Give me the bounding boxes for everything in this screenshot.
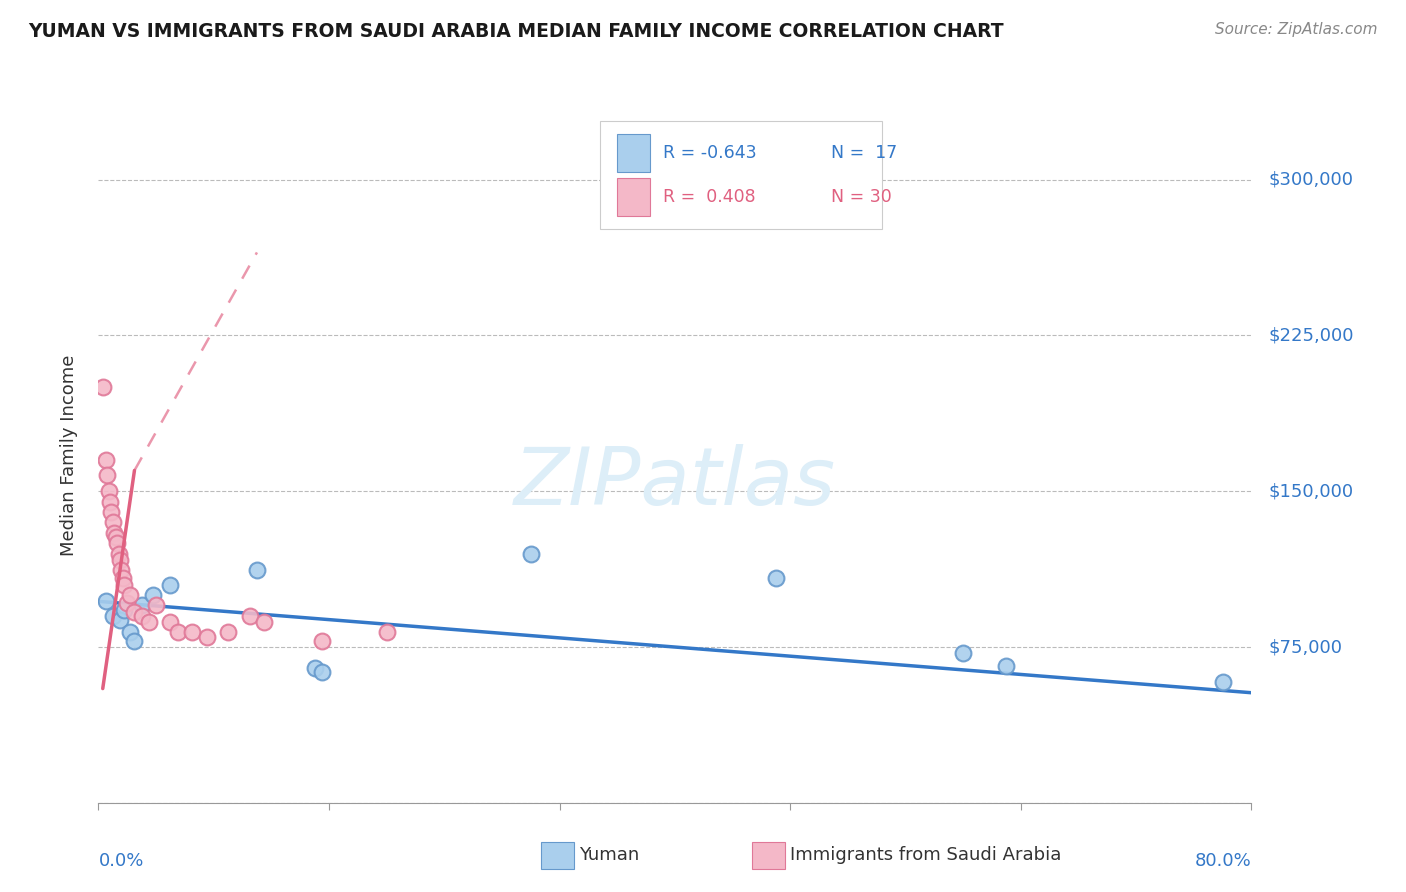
- Point: [142, 588, 165, 602]
- Point: [195, 630, 218, 644]
- Point: [765, 572, 787, 586]
- Text: N =  17: N = 17: [831, 144, 897, 161]
- Point: [311, 665, 333, 679]
- Point: [311, 633, 333, 648]
- Point: [131, 599, 153, 613]
- Point: [111, 572, 134, 586]
- Text: YUMAN VS IMMIGRANTS FROM SAUDI ARABIA MEDIAN FAMILY INCOME CORRELATION CHART: YUMAN VS IMMIGRANTS FROM SAUDI ARABIA ME…: [28, 22, 1004, 41]
- Point: [108, 553, 131, 567]
- Text: $75,000: $75,000: [1268, 638, 1343, 656]
- Text: ZIPatlas: ZIPatlas: [513, 443, 837, 522]
- Text: $150,000: $150,000: [1268, 483, 1354, 500]
- Point: [94, 453, 117, 467]
- Text: 80.0%: 80.0%: [1195, 852, 1251, 870]
- Point: [98, 494, 121, 508]
- Text: Source: ZipAtlas.com: Source: ZipAtlas.com: [1215, 22, 1378, 37]
- Point: [124, 633, 146, 648]
- Point: [181, 625, 204, 640]
- Point: [304, 661, 326, 675]
- Point: [120, 588, 142, 602]
- Bar: [617, 178, 650, 216]
- Point: [112, 578, 135, 592]
- Text: R = -0.643: R = -0.643: [664, 144, 756, 161]
- Point: [91, 380, 114, 394]
- Point: [131, 608, 153, 623]
- Point: [145, 599, 167, 613]
- Y-axis label: Median Family Income: Median Family Income: [59, 354, 77, 556]
- Text: N = 30: N = 30: [831, 188, 891, 206]
- Point: [108, 613, 131, 627]
- Point: [100, 505, 122, 519]
- Point: [101, 516, 124, 530]
- Point: [94, 594, 117, 608]
- Text: $300,000: $300,000: [1268, 170, 1354, 189]
- Point: [104, 530, 127, 544]
- Point: [110, 563, 132, 577]
- Point: [253, 615, 276, 629]
- Text: Immigrants from Saudi Arabia: Immigrants from Saudi Arabia: [790, 847, 1062, 864]
- Point: [166, 625, 188, 640]
- Point: [107, 547, 129, 561]
- Point: [1212, 675, 1234, 690]
- Text: R =  0.408: R = 0.408: [664, 188, 756, 206]
- Point: [159, 578, 181, 592]
- Point: [112, 602, 135, 616]
- Point: [995, 658, 1018, 673]
- Point: [952, 646, 974, 660]
- Point: [520, 547, 543, 561]
- Point: [105, 536, 128, 550]
- FancyBboxPatch shape: [600, 121, 883, 229]
- Point: [138, 615, 160, 629]
- Point: [120, 625, 142, 640]
- Point: [217, 625, 239, 640]
- Point: [239, 608, 262, 623]
- Point: [101, 608, 124, 623]
- Point: [96, 467, 118, 482]
- Text: 0.0%: 0.0%: [98, 852, 143, 870]
- Point: [124, 605, 146, 619]
- Point: [246, 563, 269, 577]
- Point: [159, 615, 181, 629]
- Point: [97, 484, 120, 499]
- Point: [103, 525, 125, 540]
- Text: $225,000: $225,000: [1268, 326, 1354, 344]
- Point: [117, 596, 138, 610]
- Text: Yuman: Yuman: [579, 847, 640, 864]
- Point: [375, 625, 398, 640]
- Bar: [617, 134, 650, 172]
